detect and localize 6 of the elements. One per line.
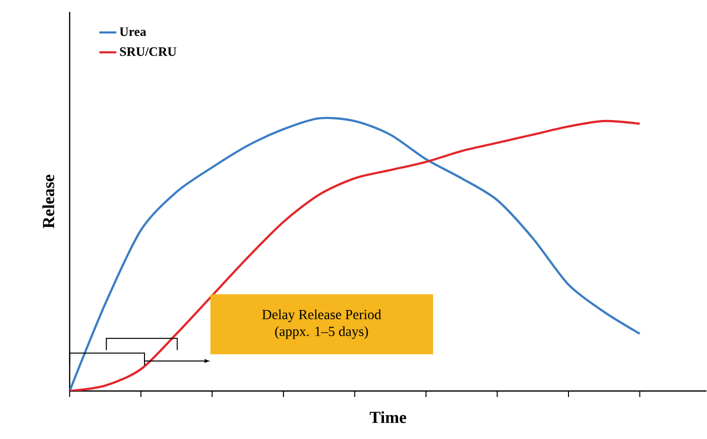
legend-label: Urea: [120, 28, 146, 36]
y-axis-title: Release: [42, 174, 54, 228]
annotation: (appx. 1–5 days): [275, 326, 368, 340]
x-axis-title: Time: [370, 411, 406, 424]
annotation: Delay Release Period: [262, 310, 382, 322]
legend-label: SRU/CRU: [120, 47, 176, 56]
